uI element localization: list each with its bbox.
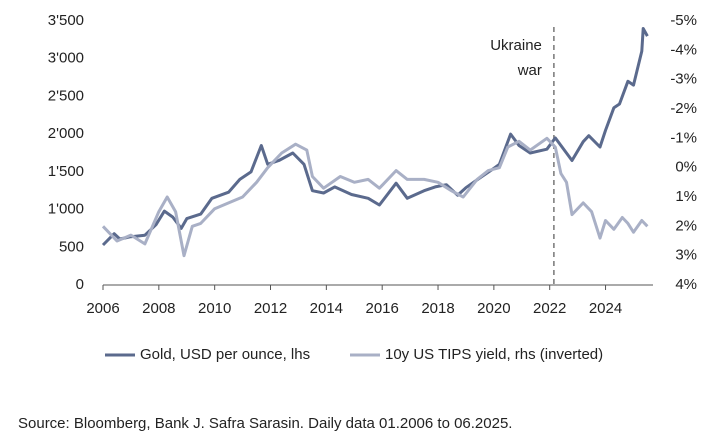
- y2-tick-label: -5%: [670, 12, 697, 29]
- x-tick-label: 2020: [477, 300, 510, 317]
- y-tick-label: 500: [59, 238, 84, 255]
- x-tick-label: 2010: [198, 300, 231, 317]
- y2-tick-label: -3%: [670, 71, 697, 88]
- source-note: Source: Bloomberg, Bank J. Safra Sarasin…: [18, 415, 512, 432]
- series-line: [101, 136, 649, 258]
- x-tick-label: 2022: [533, 300, 566, 317]
- y2-tick-label: -1%: [670, 129, 697, 146]
- x-tick-label: 2024: [589, 300, 622, 317]
- y2-tick-label: 2%: [675, 217, 697, 234]
- x-tick-label: 2006: [86, 300, 119, 317]
- x-tick-label: 2016: [366, 300, 399, 317]
- y-tick-label: 1'500: [48, 163, 84, 180]
- y2-tick-label: -4%: [670, 41, 697, 58]
- x-tick-label: 2014: [310, 300, 343, 317]
- y-tick-label: 3'000: [48, 50, 84, 67]
- x-tick-label: 2018: [421, 300, 454, 317]
- legend-label: Gold, USD per ounce, lhs: [140, 346, 310, 363]
- y-tick-label: 3'500: [48, 12, 84, 29]
- y2-tick-label: 3%: [675, 247, 697, 264]
- annotation-text: war: [517, 62, 542, 79]
- legend-label: 10y US TIPS yield, rhs (inverted): [385, 346, 603, 363]
- x-tick-label: 2008: [142, 300, 175, 317]
- y-tick-label: 2'500: [48, 87, 84, 104]
- y2-tick-label: 0%: [675, 159, 697, 176]
- series-line: [101, 27, 649, 247]
- y2-tick-label: 4%: [675, 276, 697, 293]
- y-tick-label: 2'000: [48, 125, 84, 142]
- annotation-text: Ukraine: [490, 37, 542, 54]
- y2-tick-label: 1%: [675, 188, 697, 205]
- y-tick-label: 0: [76, 276, 84, 293]
- x-tick-label: 2012: [254, 300, 287, 317]
- y2-tick-label: -2%: [670, 100, 697, 117]
- y-tick-label: 1'000: [48, 201, 84, 218]
